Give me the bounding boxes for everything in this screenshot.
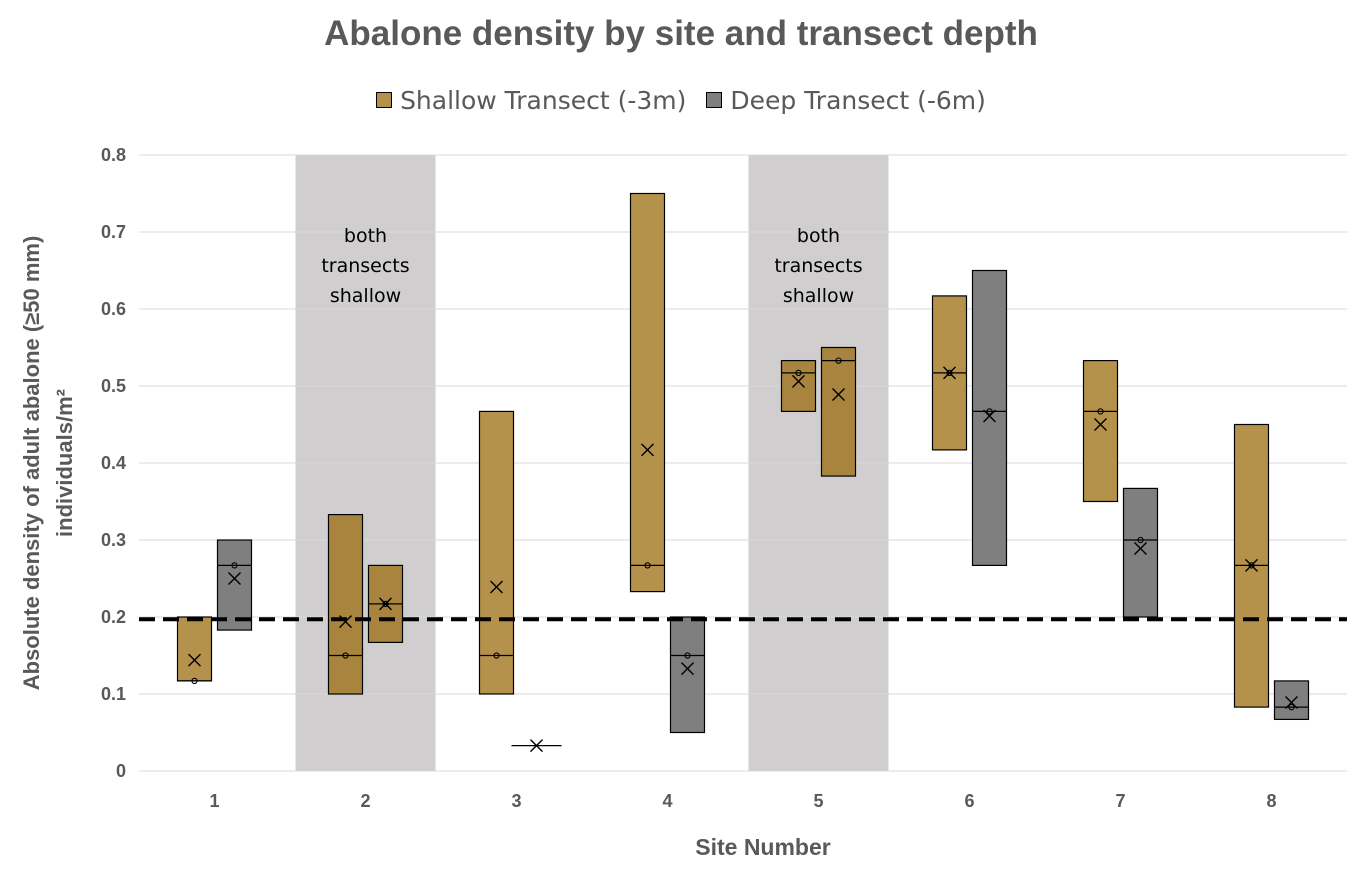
median-marker xyxy=(946,369,953,377)
y-tick-label: 0.3 xyxy=(101,530,126,550)
box-rect xyxy=(478,410,515,695)
chart-title: Abalone density by site and transect dep… xyxy=(324,14,1038,53)
shaded-annotation-line: transects xyxy=(321,255,409,277)
legend-swatch-shallow xyxy=(376,92,393,108)
median-marker xyxy=(342,652,349,659)
x-tick-label: 1 xyxy=(209,791,219,811)
box-rect xyxy=(1082,359,1119,503)
box-shallow-site-3 xyxy=(478,410,515,695)
y-tick-label: 0 xyxy=(116,761,126,781)
median-marker xyxy=(795,369,802,377)
mean-marker xyxy=(641,443,654,457)
box-rect xyxy=(780,359,817,413)
median-marker xyxy=(1097,408,1104,415)
x-tick-label: 5 xyxy=(813,791,823,811)
box-rect xyxy=(176,616,213,682)
median-marker xyxy=(986,408,993,415)
legend-item-deep[interactable]: Deep Transect (-6m) xyxy=(706,86,986,115)
box-shallow-site-5 xyxy=(780,359,817,413)
median-marker xyxy=(1137,536,1144,544)
box-rect xyxy=(327,513,364,695)
box-shallow-site-2 xyxy=(327,513,364,695)
legend: Shallow Transect (-3m) Deep Transect (-6… xyxy=(0,86,1362,115)
axes: 0 0.1 0.2 0.3 0.4 0.5 0.6 0.7 0.8 1 2 3 4 5 6 7 8 Site Nu… xyxy=(19,145,1347,860)
box-deep-site-4 xyxy=(669,616,706,734)
x-tick-label: 6 xyxy=(964,791,974,811)
legend-label-shallow: Shallow Transect (-3m) xyxy=(400,86,687,115)
box-shallow-site-8 xyxy=(1233,423,1270,708)
shaded-annotation-line: both xyxy=(797,225,840,247)
y-axis-title: Absolute density of adult abalone (≥50 m… xyxy=(19,236,44,691)
legend-swatch-deep xyxy=(706,92,723,108)
shaded-annotations: both transects shallow both transects shallow xyxy=(321,225,862,307)
mean-marker xyxy=(1245,558,1258,572)
mean-marker xyxy=(1285,695,1298,709)
box-deep-site-2 xyxy=(367,564,404,644)
box-shallow-site-6 xyxy=(931,295,968,451)
median-marker xyxy=(231,562,238,569)
box-rect xyxy=(669,616,706,734)
box-rect xyxy=(971,269,1008,567)
x-tick-label: 8 xyxy=(1266,791,1276,811)
x-tick-label: 7 xyxy=(1115,791,1125,811)
x-axis-title: Site Number xyxy=(695,834,831,860)
y-tick-label: 0.2 xyxy=(101,607,126,627)
mean-marker xyxy=(1134,541,1147,555)
box-shallow-site-7 xyxy=(1082,359,1119,503)
x-tick-label: 4 xyxy=(662,791,672,811)
legend-label-deep: Deep Transect (-6m) xyxy=(730,86,986,115)
y-axis-title-units: individuals/m² xyxy=(52,389,77,537)
shaded-annotation-line: both xyxy=(344,225,387,247)
mean-marker xyxy=(792,374,805,388)
mean-marker xyxy=(490,580,503,594)
median-marker xyxy=(835,357,842,364)
box-rect xyxy=(1273,680,1310,721)
shaded-annotation-line: shallow xyxy=(330,285,401,307)
median-marker xyxy=(644,562,651,569)
x-tick-label: 3 xyxy=(511,791,521,811)
y-tick-label: 0.4 xyxy=(101,453,126,473)
box-rect xyxy=(629,192,666,593)
y-tick-label: 0.7 xyxy=(101,222,126,242)
box-deep-site-1 xyxy=(216,539,253,631)
mean-marker xyxy=(379,597,392,611)
box-deep-site-3 xyxy=(511,739,562,753)
mean-marker xyxy=(832,387,845,401)
y-tick-label: 0.1 xyxy=(101,684,126,704)
y-tick-label: 0.8 xyxy=(101,145,126,165)
median-marker xyxy=(684,652,691,659)
box-deep-site-7 xyxy=(1122,487,1159,618)
mean-marker xyxy=(1094,418,1107,431)
median-marker xyxy=(382,600,389,608)
legend-item-shallow[interactable]: Shallow Transect (-3m) xyxy=(376,86,686,115)
box-shallow-site-1 xyxy=(176,616,213,685)
mean-marker xyxy=(681,662,694,676)
box-deep-site-5 xyxy=(820,346,857,477)
box-deep-site-8 xyxy=(1273,680,1310,721)
mean-marker xyxy=(339,615,352,629)
median-marker xyxy=(1248,562,1255,569)
mean-marker xyxy=(983,409,996,423)
box-deep-site-6 xyxy=(971,269,1008,567)
mean-marker xyxy=(530,739,543,753)
y-tick-label: 0.6 xyxy=(101,299,126,319)
median-marker xyxy=(1288,703,1295,711)
shaded-annotation-line: shallow xyxy=(783,285,854,307)
box-rect xyxy=(820,346,857,477)
box-marks xyxy=(176,192,1310,753)
box-rect xyxy=(216,539,253,631)
mean-marker xyxy=(943,366,956,380)
median-marker xyxy=(191,677,198,685)
y-tick-label: 0.5 xyxy=(101,376,126,396)
x-tick-label: 2 xyxy=(360,791,370,811)
mean-marker xyxy=(188,653,201,667)
shaded-annotation-line: transects xyxy=(774,255,862,277)
box-shallow-site-4 xyxy=(629,192,666,593)
mean-marker xyxy=(228,572,241,585)
box-rect xyxy=(1122,487,1159,618)
median-marker xyxy=(493,652,500,659)
